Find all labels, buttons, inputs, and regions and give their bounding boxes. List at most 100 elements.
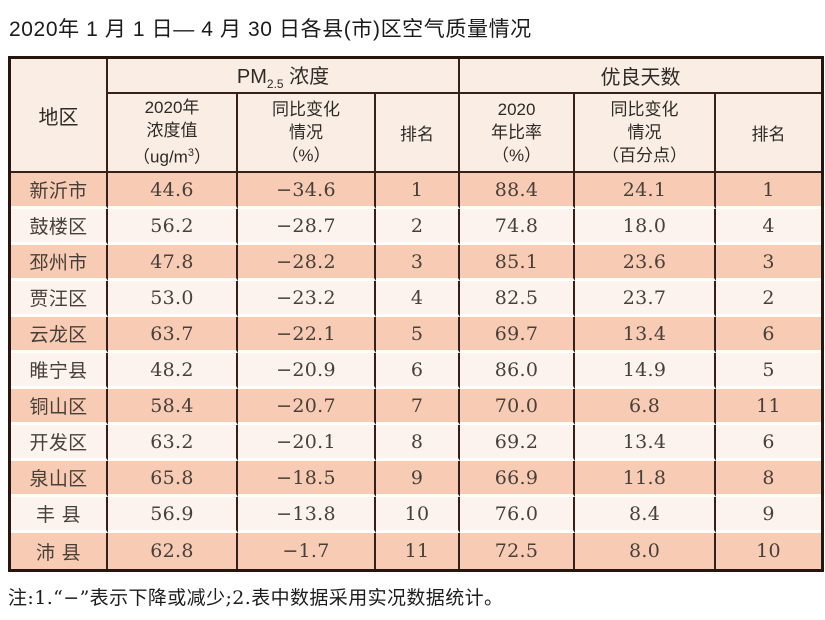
cell-pm-change: −34.6 (238, 173, 376, 209)
col-header-area: 地区 (11, 59, 108, 173)
cell-rate-change: 14.9 (575, 353, 717, 389)
col-group-pm25: PM2.5 浓度 (108, 59, 461, 94)
cell-good-rate: 69.2 (460, 425, 576, 461)
cell-pm-value: 63.2 (108, 425, 238, 461)
cell-pm-change: −13.8 (238, 497, 376, 533)
cell-pm-value: 58.4 (108, 389, 238, 425)
footnote: 注:1.“−”表示下降或减少;2.表中数据采用实况数据统计。 (8, 587, 504, 609)
cell-pm-change: −1.7 (238, 533, 376, 569)
cell-pm-change: −20.9 (238, 353, 376, 389)
col-group-good-days: 优良天数 (460, 59, 822, 94)
table-row: 泉山区 65.8 −18.5 9 66.9 11.8 8 (11, 461, 822, 497)
cell-area: 铜山区 (11, 389, 108, 425)
cell-pm-change: −20.1 (238, 425, 376, 461)
cell-pm-value: 53.0 (108, 281, 238, 317)
cell-area: 泉山区 (11, 461, 108, 497)
table-row: 邳州市 47.8 −28.2 3 85.1 23.6 3 (11, 245, 822, 281)
col-header-good-change: 同比变化 情况 （百分点） (575, 94, 717, 173)
table-row: 新沂市 44.6 −34.6 1 88.4 24.1 1 (11, 173, 822, 209)
cell-pm-value: 56.9 (108, 497, 238, 533)
cell-pm-change: −20.7 (238, 389, 376, 425)
cell-rate-change: 8.0 (575, 533, 717, 569)
cell-good-rank: 6 (716, 317, 822, 353)
cell-pm-rank: 10 (376, 497, 461, 533)
cell-good-rate: 66.9 (460, 461, 576, 497)
cell-good-rank: 10 (716, 533, 822, 569)
cell-good-rank: 8 (716, 461, 822, 497)
cell-pm-rank: 7 (376, 389, 461, 425)
cell-area: 开发区 (11, 425, 108, 461)
table-row: 丰 县 56.9 −13.8 10 76.0 8.4 9 (11, 497, 822, 533)
cell-rate-change: 24.1 (575, 173, 717, 209)
cell-rate-change: 23.6 (575, 245, 717, 281)
cell-pm-value: 56.2 (108, 209, 238, 245)
cell-area: 睢宁县 (11, 353, 108, 389)
cell-good-rank: 1 (716, 173, 822, 209)
cell-good-rank: 4 (716, 209, 822, 245)
pm25-group-label: PM2.5 浓度 (236, 66, 330, 91)
header-group-row: 地区 PM2.5 浓度 优良天数 (11, 59, 822, 173)
cell-pm-rank: 5 (376, 317, 461, 353)
table-row: 鼓楼区 56.2 −28.7 2 74.8 18.0 4 (11, 209, 822, 245)
cell-pm-value: 44.6 (108, 173, 238, 209)
cell-good-rate: 69.7 (460, 317, 576, 353)
cell-rate-change: 11.8 (575, 461, 717, 497)
cell-area: 鼓楼区 (11, 209, 108, 245)
cell-area: 贾汪区 (11, 281, 108, 317)
cell-pm-value: 63.7 (108, 317, 238, 353)
cell-pm-rank: 9 (376, 461, 461, 497)
cell-good-rank: 5 (716, 353, 822, 389)
cell-pm-change: −28.2 (238, 245, 376, 281)
cell-good-rate: 72.5 (460, 533, 576, 569)
cell-area: 沛 县 (11, 533, 108, 569)
table-row: 铜山区 58.4 −20.7 7 70.0 6.8 11 (11, 389, 822, 425)
cell-pm-change: −18.5 (238, 461, 376, 497)
cell-rate-change: 13.4 (575, 425, 717, 461)
table-row: 开发区 63.2 −20.1 8 69.2 13.4 6 (11, 425, 822, 461)
cell-pm-rank: 8 (376, 425, 461, 461)
cell-rate-change: 23.7 (575, 281, 717, 317)
cell-pm-rank: 11 (376, 533, 461, 569)
cell-good-rate: 86.0 (460, 353, 576, 389)
cell-pm-rank: 3 (376, 245, 461, 281)
cell-pm-rank: 6 (376, 353, 461, 389)
cell-pm-rank: 4 (376, 281, 461, 317)
cell-good-rate: 74.8 (460, 209, 576, 245)
cell-rate-change: 13.4 (575, 317, 717, 353)
cell-pm-value: 47.8 (108, 245, 238, 281)
cell-good-rank: 3 (716, 245, 822, 281)
table-body: 新沂市 44.6 −34.6 1 88.4 24.1 1 鼓楼区 56.2 −2… (11, 173, 822, 569)
cell-good-rate: 82.5 (460, 281, 576, 317)
cell-good-rank: 9 (716, 497, 822, 533)
cubic-superscript: 3 (187, 147, 194, 160)
col-header-good-rank: 排名 (716, 94, 822, 173)
cell-rate-change: 18.0 (575, 209, 717, 245)
table-row: 睢宁县 48.2 −20.9 6 86.0 14.9 5 (11, 353, 822, 389)
cell-area: 新沂市 (11, 173, 108, 209)
cell-good-rank: 6 (716, 425, 822, 461)
cell-good-rank: 2 (716, 281, 822, 317)
cell-area: 邳州市 (11, 245, 108, 281)
table-row: 云龙区 63.7 −22.1 5 69.7 13.4 6 (11, 317, 822, 353)
table-row: 沛 县 62.8 −1.7 11 72.5 8.0 10 (11, 533, 822, 569)
col-header-pm-change: 同比变化 情况 （%） (238, 94, 376, 173)
col-header-good-rate: 2020 年比率 （%） (460, 94, 576, 173)
cell-good-rank: 11 (716, 389, 822, 425)
cell-area: 云龙区 (11, 317, 108, 353)
cell-pm-change: −28.7 (238, 209, 376, 245)
cell-pm-value: 48.2 (108, 353, 238, 389)
cell-pm-rank: 1 (376, 173, 461, 209)
pm25-subscript: 2.5 (266, 77, 284, 91)
col-header-pm-value: 2020年 浓度值 （ug/m3） (108, 94, 238, 173)
air-quality-table: 地区 PM2.5 浓度 优良天数 2020年 浓度值 （ug/m3） 同比变化 … (8, 56, 825, 572)
cell-area: 丰 县 (11, 497, 108, 533)
page-title: 2020年 1 月 1 日— 4 月 30 日各县(市)区空气质量情况 (9, 18, 532, 41)
header-sub-row: 2020年 浓度值 （ug/m3） 同比变化 情况 （%） 排名 2020 年比… (11, 94, 822, 173)
table-row: 贾汪区 53.0 −23.2 4 82.5 23.7 2 (11, 281, 822, 317)
cell-pm-change: −22.1 (238, 317, 376, 353)
cell-good-rate: 85.1 (460, 245, 576, 281)
cell-rate-change: 6.8 (575, 389, 717, 425)
cell-good-rate: 70.0 (460, 389, 576, 425)
cell-pm-value: 65.8 (108, 461, 238, 497)
